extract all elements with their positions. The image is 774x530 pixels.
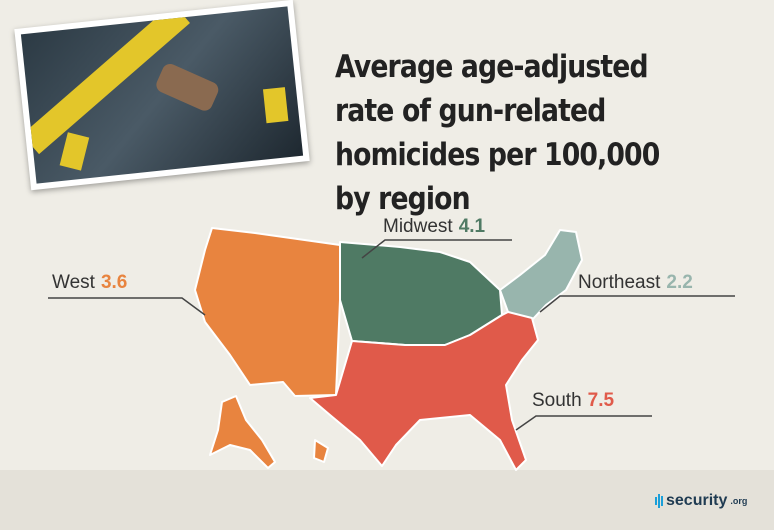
west-label: West 3.6 <box>52 272 127 294</box>
region-hawaii <box>313 439 329 463</box>
logo-suffix: .org <box>730 496 748 506</box>
logo-text: security <box>666 492 728 509</box>
region-northeast <box>499 229 583 321</box>
south-label: South 7.5 <box>532 390 614 412</box>
south-leader-line <box>515 415 652 431</box>
region-south <box>309 311 539 471</box>
south-value: 7.5 <box>587 390 615 411</box>
west-name: West <box>52 272 95 293</box>
northeast-name: Northeast <box>578 272 661 293</box>
logo-bars-icon <box>655 494 663 508</box>
south-name: South <box>532 390 582 411</box>
northeast-label: Northeast 2.2 <box>578 272 693 294</box>
west-value: 3.6 <box>100 272 128 293</box>
region-west <box>194 227 341 397</box>
midwest-value: 4.1 <box>458 216 486 237</box>
midwest-leader-line <box>361 239 512 259</box>
security-org-logo: security .org <box>655 492 747 510</box>
west-leader-line <box>48 297 206 316</box>
northeast-value: 2.2 <box>666 272 693 293</box>
midwest-name: Midwest <box>383 216 453 237</box>
paper-tear-background <box>0 470 774 530</box>
region-alaska <box>209 395 276 469</box>
northeast-leader-line <box>539 295 735 313</box>
page-title: Average age-adjusted rate of gun-related… <box>335 49 660 217</box>
midwest-label: Midwest 4.1 <box>383 216 485 238</box>
